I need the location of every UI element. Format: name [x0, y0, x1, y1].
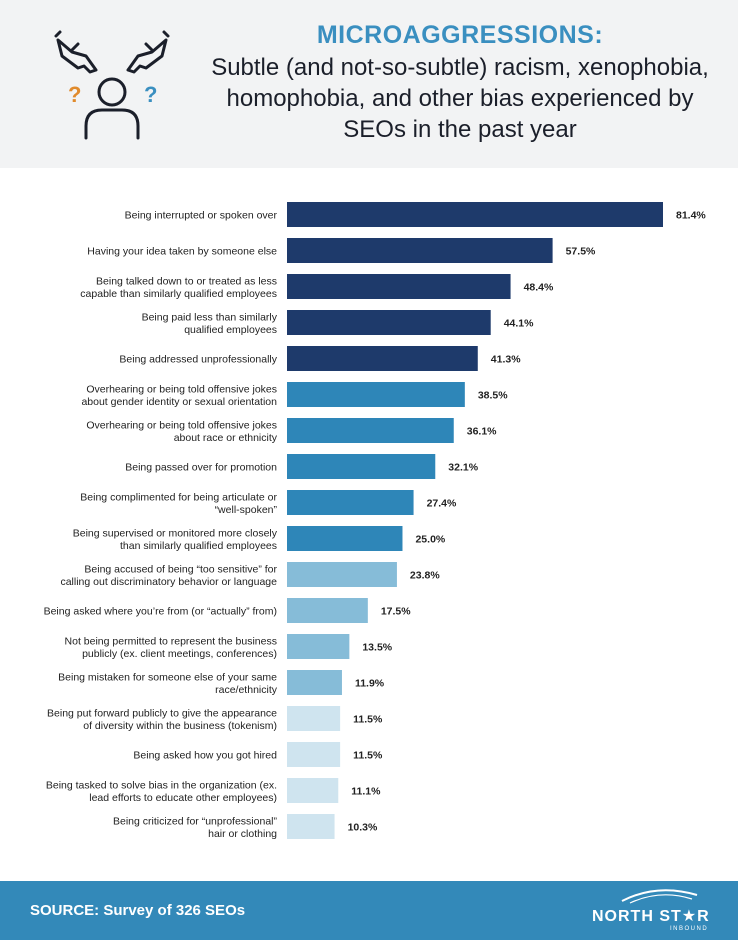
bar [287, 742, 341, 767]
category-label-line: about race or ethnicity [174, 432, 278, 444]
value-label: 36.1% [467, 426, 497, 438]
category-label-line: Being paid less than similarly [142, 311, 278, 323]
bar [287, 274, 511, 299]
pointing-hands-person-icon: ? ? [54, 30, 170, 140]
svg-text:?: ? [68, 82, 81, 107]
category-label-line: than similarly qualified employees [120, 540, 277, 552]
value-label: 23.8% [410, 570, 440, 582]
category-label-line: Being asked how you got hired [133, 750, 277, 762]
category-label-line: Being addressed unprofessionally [119, 354, 277, 366]
bar [287, 526, 403, 551]
bar [287, 778, 339, 803]
category-label: Being interrupted or spoken over [125, 210, 278, 222]
category-label-line: Being interrupted or spoken over [125, 210, 278, 222]
bar [287, 706, 341, 731]
category-label-line: Not being permitted to represent the bus… [65, 635, 277, 647]
category-label-line: Being complimented for being articulate … [80, 491, 277, 503]
category-label: Being asked how you got hired [133, 750, 277, 762]
category-label: Being passed over for promotion [125, 462, 277, 474]
bar [287, 238, 553, 263]
category-label: Being tasked to solve bias in the organi… [46, 779, 277, 804]
value-label: 81.4% [676, 210, 706, 222]
category-label-line: of diversity within the business (tokeni… [83, 720, 277, 732]
value-label: 41.3% [491, 354, 521, 366]
category-label-line: Being talked down to or treated as less [96, 275, 277, 287]
category-label: Not being permitted to represent the bus… [65, 635, 277, 660]
value-label: 32.1% [448, 462, 478, 474]
category-label-line: calling out discriminatory behavior or l… [60, 576, 277, 588]
bar [287, 202, 663, 227]
value-label: 57.5% [566, 246, 596, 258]
value-label: 25.0% [415, 534, 445, 546]
category-label-line: “well-spoken” [215, 504, 278, 516]
category-label-line: qualified employees [184, 324, 277, 336]
bar [287, 634, 350, 659]
category-label: Being put forward publicly to give the a… [47, 707, 277, 732]
logo-wordmark: NORTH ST★R [592, 908, 710, 925]
value-label: 13.5% [362, 642, 392, 654]
category-label: Overhearing or being told offensive joke… [86, 419, 277, 444]
bar [287, 418, 454, 443]
category-label-line: Having your idea taken by someone else [87, 246, 277, 258]
category-label: Being complimented for being articulate … [80, 491, 277, 516]
category-label-line: Being passed over for promotion [125, 462, 277, 474]
page-title: MICROAGGRESSIONS: [316, 21, 604, 49]
logo-subtitle: INBOUND [670, 926, 709, 932]
value-label: 11.9% [355, 678, 385, 690]
bar [287, 562, 397, 587]
bar [287, 454, 436, 479]
category-label: Having your idea taken by someone else [87, 246, 277, 258]
bar [287, 310, 491, 335]
category-label: Being criticized for “unprofessional” hai… [113, 815, 277, 840]
page-subtitle: Subtle (and not-so-subtle) racism, xenop… [211, 54, 709, 143]
bar [287, 670, 342, 695]
category-label-line: publicly (ex. client meetings, conferenc… [82, 648, 277, 660]
bar [287, 346, 478, 371]
title-block: MICROAGGRESSIONS: Subtle (and not-so-sub… [200, 20, 720, 145]
category-label-line: Being mistaken for someone else of your … [58, 671, 277, 683]
category-label-line: Being put forward publicly to give the a… [47, 707, 277, 719]
category-label-line: Being tasked to solve bias in the organi… [46, 779, 277, 791]
value-label: 38.5% [478, 390, 508, 402]
footer: SOURCE: Survey of 326 SEOs NORTH ST★R IN… [0, 881, 738, 940]
bar [287, 382, 465, 407]
value-label: 11.5% [353, 750, 383, 762]
value-label: 10.3% [348, 822, 378, 834]
category-label: Being asked where you’re from (or “actua… [44, 606, 277, 618]
category-label: Being talked down to or treated as less c… [80, 275, 277, 300]
category-label: Being accused of being “too sensitive” f… [60, 563, 277, 588]
category-label-line: lead efforts to educate other employees) [89, 792, 277, 804]
category-label-line: race/ethnicity [215, 684, 278, 696]
value-label: 27.4% [427, 498, 457, 510]
category-label: Being addressed unprofessionally [119, 354, 277, 366]
category-label-line: Being accused of being “too sensitive” f… [84, 563, 277, 575]
category-label: Being supervised or monitored more close… [73, 527, 278, 552]
category-label-line: Being asked where you’re from (or “actua… [44, 606, 277, 618]
category-label-line: about gender identity or sexual orientat… [81, 396, 277, 408]
bar-chart: 81.4% Being interrupted or spoken over 57.… [44, 202, 706, 840]
value-label: 44.1% [504, 318, 534, 330]
bar [287, 598, 368, 623]
north-star-logo: NORTH ST★R INBOUND [592, 885, 722, 937]
category-label-line: hair or clothing [208, 828, 277, 840]
category-label: Being mistaken for someone else of your … [58, 671, 278, 696]
svg-text:?: ? [144, 82, 157, 107]
value-label: 17.5% [381, 606, 411, 618]
category-label-line: Overhearing or being told offensive joke… [86, 419, 277, 431]
value-label: 11.1% [351, 786, 381, 798]
logo-swoosh-icon [621, 889, 698, 904]
category-label: Overhearing or being told offensive joke… [81, 383, 277, 408]
category-label: Being paid less than similarly qualified … [142, 311, 278, 336]
source-note: SOURCE: Survey of 326 SEOs [30, 902, 246, 919]
value-label: 48.4% [524, 282, 554, 294]
bar [287, 814, 335, 839]
category-label-line: Being criticized for “unprofessional” [113, 815, 277, 827]
value-label: 11.5% [353, 714, 383, 726]
category-label-line: Overhearing or being told offensive joke… [86, 383, 277, 395]
header: ? ? MICROAGGRESSIONS: Subtle (and not-so… [0, 0, 738, 168]
bar [287, 490, 414, 515]
category-label-line: Being supervised or monitored more close… [73, 527, 278, 539]
category-label-line: capable than similarly qualified employe… [80, 288, 277, 300]
